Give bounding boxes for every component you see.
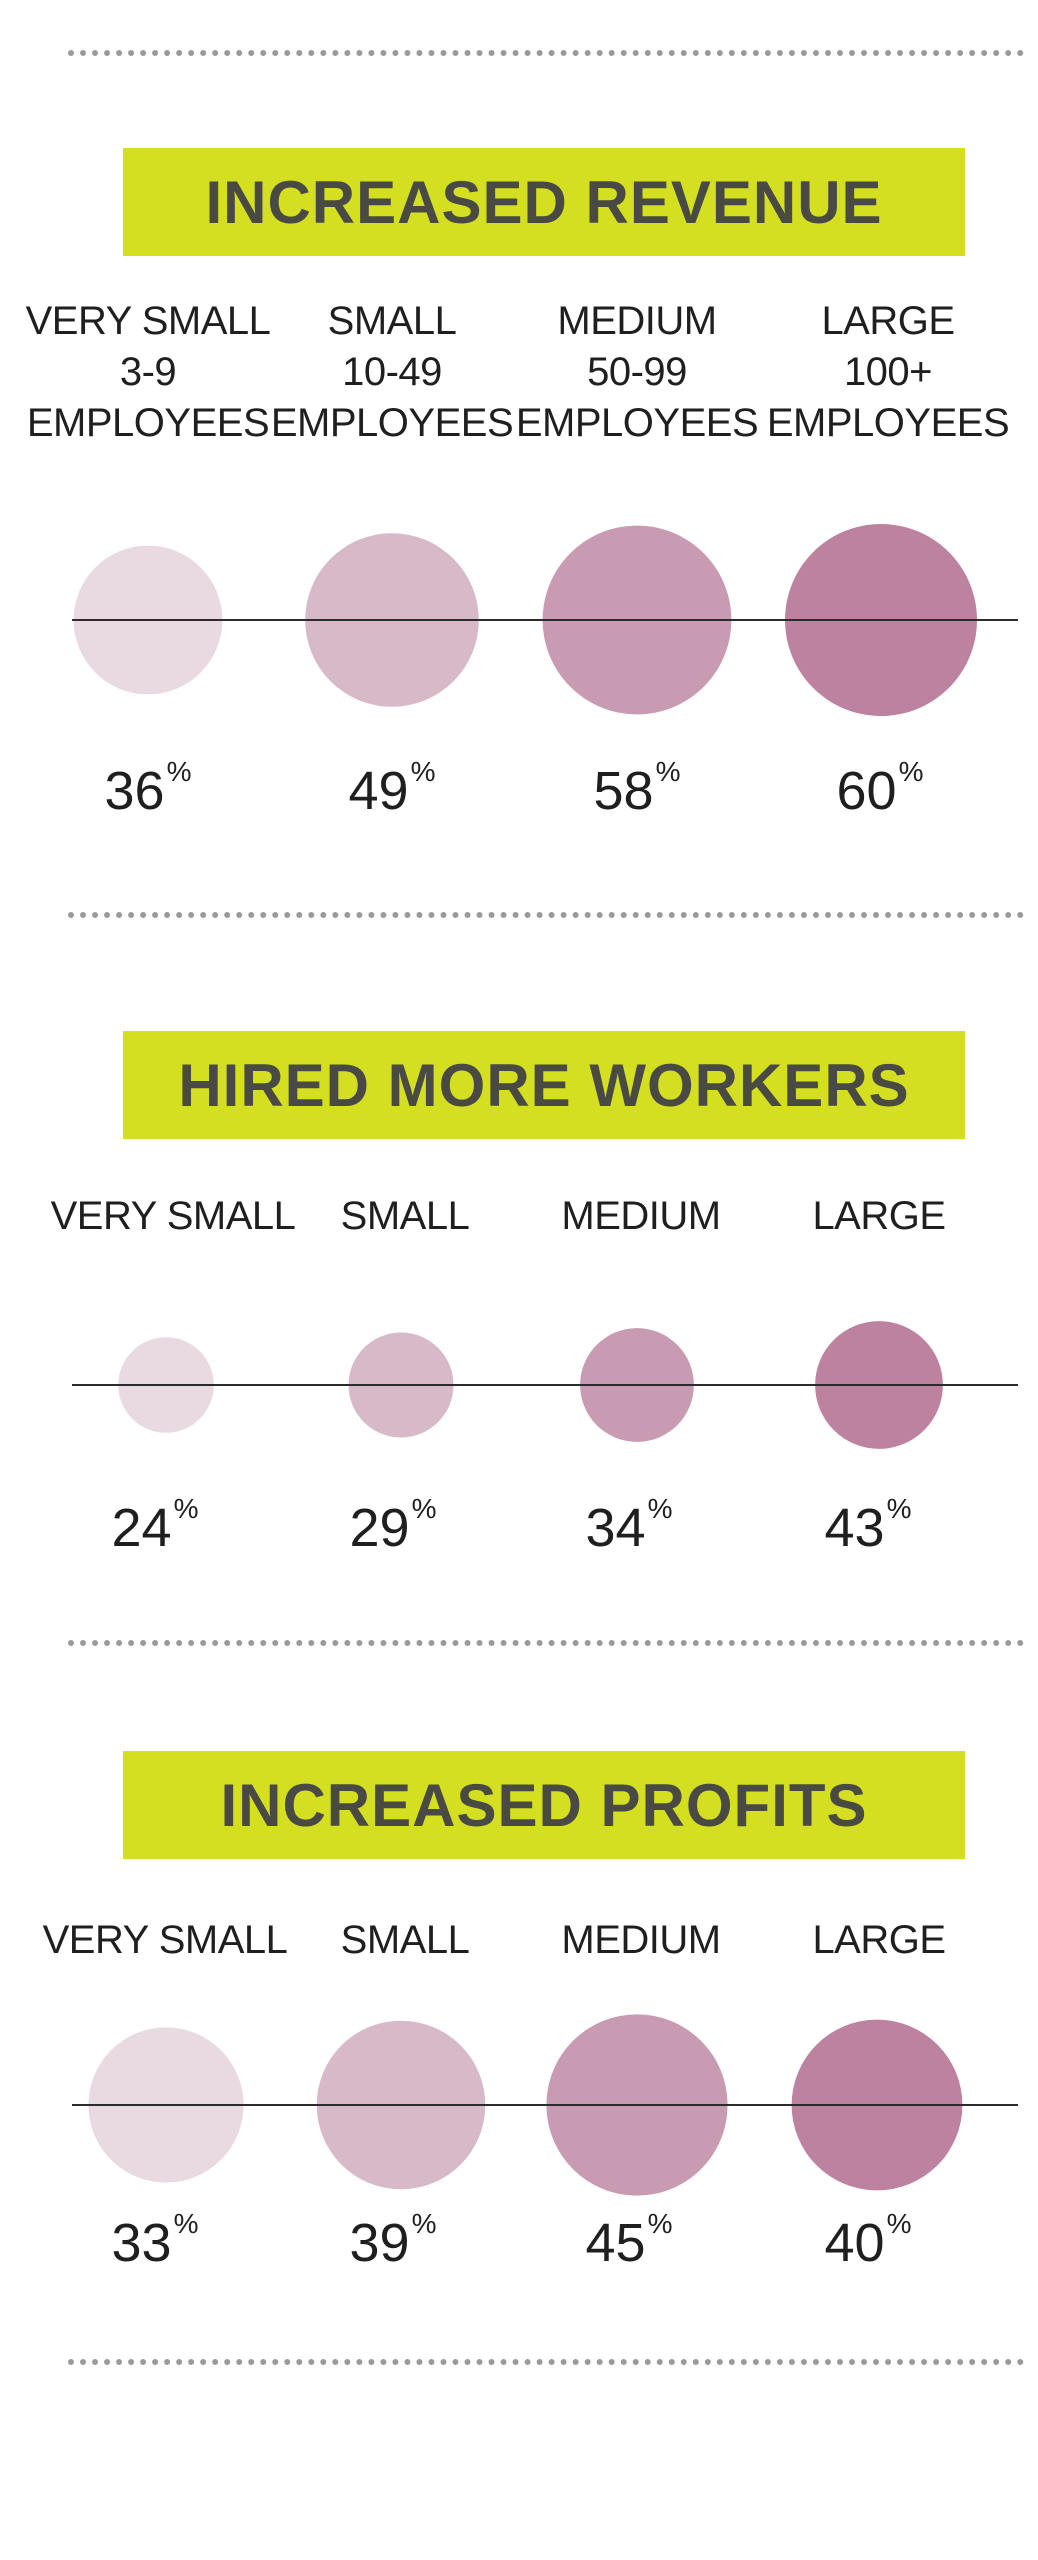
chart-title: INCREASED REVENUE [205,168,883,236]
category-label-small: SMALL [340,1918,470,1962]
category-label-small: SMALL 10-49 EMPLOYEES [270,299,514,445]
divider [68,1640,1024,1646]
category-label-very-small: VERY SMALL 3-9 EMPLOYEES [25,299,271,445]
category-label-large: LARGE [812,1918,946,1962]
divider [68,2359,1024,2365]
value-label: 24% [111,1493,199,1558]
section-title-banner: INCREASED PROFITS [123,1751,965,1859]
bubble-chart-increased-revenue [72,524,1018,716]
value-label: 33% [111,2208,199,2273]
section-title-banner: INCREASED REVENUE [123,148,965,256]
divider [68,912,1024,918]
category-label-small: SMALL [340,1194,470,1238]
chart-title: HIRED MORE WORKERS [178,1051,910,1119]
value-label: 60% [836,756,924,821]
bubble-chart-increased-profits [72,2014,1018,2196]
category-label-medium: MEDIUM [561,1194,721,1238]
divider [68,50,1024,56]
value-label: 49% [348,756,436,821]
category-label-very-small: VERY SMALL [50,1194,296,1238]
category-label-large: LARGE [812,1194,946,1238]
value-label: 39% [349,2208,437,2273]
value-label: 34% [585,1493,673,1558]
value-label: 36% [104,756,192,821]
chart-title: INCREASED PROFITS [220,1771,868,1839]
value-label: 45% [585,2208,673,2273]
value-label: 40% [824,2208,912,2273]
bubble-chart-hired-more-workers [72,1321,1018,1449]
section-title-banner: HIRED MORE WORKERS [123,1031,965,1139]
value-label: 43% [824,1493,912,1558]
category-label-medium: MEDIUM [561,1918,721,1962]
category-label-medium: MEDIUM 50-99 EMPLOYEES [515,299,759,445]
value-label: 29% [349,1493,437,1558]
category-label-very-small: VERY SMALL [42,1918,288,1962]
category-label-large: LARGE 100+ EMPLOYEES [766,299,1010,445]
value-label: 58% [593,756,681,821]
